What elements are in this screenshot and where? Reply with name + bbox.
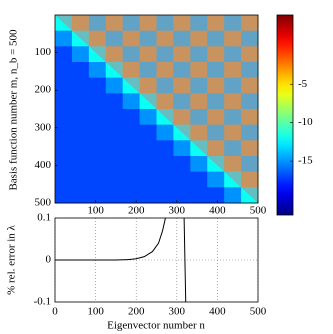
heatmap-cell bbox=[122, 156, 141, 173]
heatmap-cell bbox=[139, 109, 157, 126]
heatmap-cell bbox=[88, 77, 107, 94]
heatmap-cell bbox=[156, 156, 174, 173]
heatmap-cell bbox=[139, 187, 157, 204]
x-tick-label: 400 bbox=[209, 205, 226, 217]
heatmap-cell bbox=[88, 140, 107, 157]
heatmap-cell bbox=[55, 156, 73, 173]
line-series bbox=[55, 218, 187, 302]
heatmap-cell bbox=[88, 62, 107, 79]
x-tick-label: 400 bbox=[209, 306, 226, 318]
heatmap-cell bbox=[156, 171, 174, 188]
heatmap-cell bbox=[55, 171, 73, 188]
y-tick-label: 500 bbox=[35, 197, 52, 209]
heatmap-cell bbox=[122, 187, 141, 204]
heatmap-cell bbox=[55, 46, 73, 63]
heatmap-cell bbox=[55, 140, 73, 157]
colorbar-tick-label: -15 bbox=[298, 155, 313, 167]
y-tick-label: 100 bbox=[35, 46, 52, 58]
x-tick-label: 100 bbox=[87, 306, 104, 318]
heatmap-cell bbox=[88, 109, 107, 126]
x-tick-label: 100 bbox=[87, 205, 104, 217]
heatmap-cell bbox=[55, 77, 73, 94]
heatmap-cell bbox=[105, 124, 124, 141]
heatmap-cell bbox=[105, 77, 124, 94]
heatmap-cell bbox=[71, 140, 90, 157]
heatmap-cell bbox=[122, 109, 141, 126]
heatmap-cell bbox=[55, 93, 73, 110]
y-tick-label: -0.1 bbox=[34, 296, 51, 308]
heatmap-cell bbox=[122, 140, 141, 157]
heatmap-cell bbox=[71, 109, 90, 126]
heatmap-cell bbox=[71, 156, 90, 173]
heatmap-cell bbox=[139, 156, 157, 173]
x-tick-label: 500 bbox=[250, 306, 267, 318]
heatmap-cell bbox=[105, 171, 124, 188]
heatmap-cell bbox=[105, 93, 124, 110]
heatmap-cell bbox=[122, 93, 141, 110]
heatmap-cell bbox=[71, 46, 90, 63]
heatmap-cell bbox=[71, 187, 90, 204]
heatmap-cell bbox=[88, 171, 107, 188]
heatmap-cell bbox=[139, 171, 157, 188]
heatmap-cell bbox=[55, 187, 73, 204]
heatmap-cell bbox=[55, 30, 73, 47]
heatmap-cell bbox=[122, 124, 141, 141]
colorbar-tick-label: -10 bbox=[298, 116, 313, 128]
heatmap-cell bbox=[173, 171, 191, 188]
heatmap-cell bbox=[156, 187, 174, 204]
heatmap-cell bbox=[55, 62, 73, 79]
x-tick-label: 200 bbox=[128, 205, 145, 217]
y-tick-label: 200 bbox=[35, 84, 52, 96]
heatmap-cell bbox=[88, 187, 107, 204]
x-tick-label: 0 bbox=[52, 306, 58, 318]
heatmap-cell bbox=[88, 156, 107, 173]
heatmap-cell bbox=[139, 124, 157, 141]
heatmap-cell bbox=[139, 140, 157, 157]
heatmap-cell bbox=[71, 62, 90, 79]
y-tick-label: 0.1 bbox=[37, 212, 51, 224]
heatmap-cell bbox=[71, 124, 90, 141]
heatmap-cell bbox=[173, 156, 191, 173]
x-tick-label: 300 bbox=[169, 306, 186, 318]
y-tick-label: 400 bbox=[35, 159, 52, 171]
heatmap-cell bbox=[190, 171, 208, 188]
heatmap-cell bbox=[190, 156, 208, 173]
x-tick-label: 200 bbox=[128, 306, 145, 318]
x-tick-label: 500 bbox=[250, 205, 267, 217]
heatmap-cell bbox=[55, 109, 73, 126]
heatmap-cell bbox=[207, 187, 225, 204]
heatmap-frame bbox=[54, 14, 259, 204]
heatmap-cell bbox=[71, 93, 90, 110]
heatmap-cell bbox=[190, 187, 208, 204]
heatmap-cell bbox=[105, 187, 124, 204]
y-tick-label: 300 bbox=[35, 121, 52, 133]
noise-veil bbox=[55, 15, 258, 203]
heatmap-cell bbox=[55, 124, 73, 141]
heatmap-cell bbox=[173, 187, 191, 204]
heatmap-cell bbox=[224, 187, 242, 204]
heatmap-cell bbox=[105, 156, 124, 173]
plot-frame bbox=[54, 217, 259, 303]
heatmap-cell bbox=[173, 140, 191, 157]
x-tick-label: 300 bbox=[169, 205, 186, 217]
line-xlabel: Eigenvector number n bbox=[107, 320, 205, 332]
line-ylabel: % rel. error in λ bbox=[6, 224, 18, 294]
heatmap-cell bbox=[122, 171, 141, 188]
colorbar bbox=[276, 14, 294, 216]
heatmap-cell bbox=[88, 93, 107, 110]
heatmap-cell bbox=[105, 140, 124, 157]
heatmap-cell bbox=[156, 124, 174, 141]
heatmap-cell bbox=[207, 171, 225, 188]
y-tick-label: 0 bbox=[46, 254, 52, 266]
heatmap-cell bbox=[71, 171, 90, 188]
heatmap-ylabel: Basis function number m, n_b = 500 bbox=[8, 29, 20, 191]
heatmap-cell bbox=[71, 77, 90, 94]
heatmap-cell bbox=[105, 109, 124, 126]
colorbar-tick-label: -5 bbox=[298, 78, 308, 90]
heatmap-cell bbox=[88, 124, 107, 141]
heatmap-cell bbox=[156, 140, 174, 157]
